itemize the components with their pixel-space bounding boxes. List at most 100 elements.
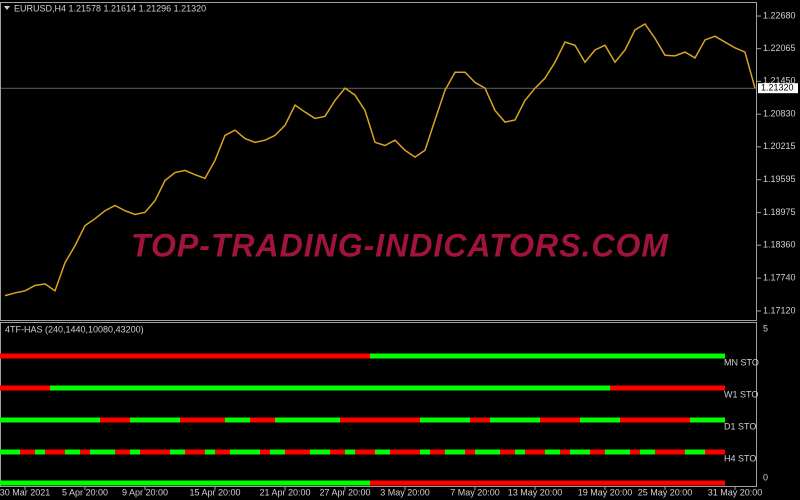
state-segment (140, 449, 170, 455)
x-tick-label: 9 Apr 20:00 (122, 487, 168, 497)
state-segment (525, 449, 545, 455)
watermark: TOP-TRADING-INDICATORS.COM (131, 227, 669, 263)
state-segment (45, 449, 65, 455)
state-segment (170, 449, 185, 455)
state-segment (80, 449, 90, 455)
state-segment (705, 449, 725, 455)
state-segment (0, 449, 20, 455)
state-segment (330, 449, 345, 455)
state-segment (90, 449, 115, 455)
row-label: H4 STO (724, 453, 756, 463)
state-segment (340, 417, 420, 423)
current-price-label: 1.21320 (761, 83, 794, 93)
state-segment (285, 449, 310, 455)
y-tick-label: 1.21450 (763, 76, 796, 86)
y-tick-label: 1.18975 (763, 207, 796, 217)
x-tick-label: 15 Apr 20:00 (189, 487, 240, 497)
state-segment (470, 417, 490, 423)
x-tick-label: 31 May 20:00 (708, 487, 763, 497)
state-segment (590, 449, 605, 455)
state-segment (370, 353, 725, 359)
state-segment (640, 449, 655, 455)
x-tick-label: 13 May 20:00 (508, 487, 563, 497)
y-tick-label: 1.22680 (763, 10, 796, 20)
state-segment (490, 417, 540, 423)
state-segment (20, 449, 35, 455)
state-segment (215, 449, 230, 455)
price-line (4, 23, 756, 297)
state-segment (375, 449, 390, 455)
state-segment (250, 417, 275, 423)
x-tick-label: 19 May 20:00 (578, 487, 633, 497)
state-segment (690, 417, 725, 423)
row-label: D1 STO (724, 421, 756, 431)
state-segment (515, 449, 525, 455)
state-segment (185, 449, 205, 455)
y-tick-label: 1.19595 (763, 174, 796, 184)
state-segment (605, 449, 630, 455)
state-segment (580, 417, 620, 423)
state-segment (655, 449, 685, 455)
x-tick-label: 5 Apr 20:00 (62, 487, 108, 497)
state-segment (430, 449, 445, 455)
state-segment (0, 480, 370, 486)
state-segment (50, 385, 610, 391)
state-segment (370, 480, 725, 486)
symbol-line: EURUSD,H4 1.21578 1.21614 1.21296 1.2132… (14, 3, 206, 13)
current-price-box (758, 83, 798, 94)
x-tick-label: 25 May 20:00 (638, 487, 693, 497)
main-panel-border (0, 2, 757, 321)
y-tick-label: 1.18360 (763, 240, 796, 250)
state-segment (35, 449, 45, 455)
indicator-tick-label: 0 (763, 472, 768, 482)
state-segment (355, 449, 375, 455)
state-segment (540, 417, 580, 423)
y-tick-label: 1.17120 (763, 305, 796, 315)
state-segment (115, 449, 130, 455)
x-tick-label: 21 Apr 20:00 (259, 487, 310, 497)
state-segment (685, 449, 705, 455)
state-segment (500, 449, 515, 455)
state-segment (180, 417, 225, 423)
state-segment (0, 353, 370, 359)
y-tick-label: 1.20830 (763, 109, 796, 119)
state-segment (445, 449, 465, 455)
state-segment (610, 385, 725, 391)
x-tick-label: 3 May 20:00 (380, 487, 430, 497)
state-segment (310, 449, 330, 455)
state-segment (225, 417, 250, 423)
state-segment (420, 417, 470, 423)
state-segment (260, 449, 270, 455)
state-segment (620, 417, 690, 423)
state-segment (205, 449, 215, 455)
state-segment (270, 449, 285, 455)
indicator-panel-border (0, 322, 757, 487)
state-segment (100, 417, 130, 423)
state-segment (475, 449, 500, 455)
x-tick-label: 30 Mar 2021 (0, 487, 50, 497)
state-segment (630, 449, 640, 455)
row-label: MN STO (724, 357, 759, 367)
state-segment (275, 417, 340, 423)
state-segment (545, 449, 560, 455)
state-segment (345, 449, 355, 455)
state-segment (230, 449, 260, 455)
state-segment (0, 417, 100, 423)
y-tick-label: 1.17740 (763, 272, 796, 282)
state-segment (465, 449, 475, 455)
state-segment (570, 449, 590, 455)
state-segment (560, 449, 570, 455)
state-segment (130, 417, 180, 423)
state-segment (390, 449, 420, 455)
x-tick-label: 7 May 20:00 (450, 487, 500, 497)
menu-icon[interactable] (4, 6, 10, 10)
y-tick-label: 1.22065 (763, 43, 796, 53)
state-segment (420, 449, 430, 455)
row-label: W1 STO (724, 389, 758, 399)
y-tick-label: 1.20215 (763, 141, 796, 151)
state-segment (0, 385, 50, 391)
state-segment (65, 449, 80, 455)
x-tick-label: 27 Apr 20:00 (319, 487, 370, 497)
